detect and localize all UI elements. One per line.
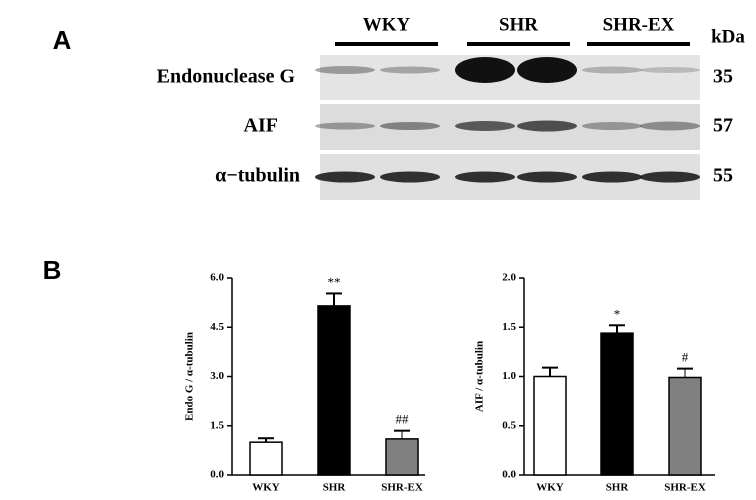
band bbox=[455, 171, 515, 183]
x-tick-label: SHR bbox=[606, 482, 630, 494]
band bbox=[517, 57, 577, 83]
x-tick-label: SHR bbox=[323, 482, 347, 494]
bar bbox=[600, 332, 634, 476]
bar bbox=[668, 376, 702, 476]
y-axis-label: Endo G / α-tubulin bbox=[184, 332, 196, 421]
blot-image bbox=[315, 55, 700, 200]
band bbox=[455, 121, 515, 131]
band bbox=[380, 122, 440, 130]
band bbox=[582, 66, 642, 74]
significance-label: # bbox=[682, 350, 689, 365]
bar bbox=[533, 375, 567, 476]
panel-label: A bbox=[53, 25, 72, 55]
bar bbox=[317, 305, 351, 476]
band bbox=[640, 67, 700, 73]
band bbox=[582, 122, 642, 130]
x-tick-label: WKY bbox=[536, 482, 564, 494]
y-axis-label: AIF / α-tubulin bbox=[474, 341, 486, 412]
unit-label: kDa bbox=[711, 26, 745, 47]
y-tick-label: 1.0 bbox=[502, 370, 516, 382]
x-tick-label: SHR-EX bbox=[664, 482, 706, 494]
significance-label: ** bbox=[328, 274, 341, 289]
y-tick-label: 1.5 bbox=[502, 321, 516, 333]
band bbox=[380, 171, 440, 183]
band bbox=[315, 66, 375, 74]
y-tick-label: 0.0 bbox=[502, 469, 516, 481]
band bbox=[455, 57, 515, 83]
y-tick-label: 0.5 bbox=[502, 419, 516, 431]
band bbox=[380, 66, 440, 74]
group-bar bbox=[587, 42, 690, 46]
kda-label: 57 bbox=[713, 115, 733, 137]
y-tick-label: 3.0 bbox=[210, 370, 224, 382]
group-label: WKY bbox=[363, 14, 411, 35]
group-bar bbox=[467, 42, 570, 46]
y-tick-label: 2.0 bbox=[502, 272, 516, 284]
y-tick-label: 4.5 bbox=[210, 321, 224, 333]
group-label: SHR bbox=[499, 14, 538, 35]
y-tick-label: 6.0 bbox=[210, 272, 224, 284]
y-tick-label: 0.0 bbox=[210, 469, 224, 481]
panel-label: B bbox=[43, 255, 62, 285]
group-label: SHR-EX bbox=[603, 14, 675, 35]
band bbox=[640, 121, 700, 131]
band bbox=[640, 171, 700, 183]
band bbox=[315, 171, 375, 183]
band bbox=[315, 122, 375, 130]
kda-label: 35 bbox=[713, 66, 733, 88]
kda-label: 55 bbox=[713, 165, 733, 187]
x-tick-label: WKY bbox=[252, 482, 280, 494]
x-tick-label: SHR-EX bbox=[381, 482, 423, 494]
row-label: AIF bbox=[244, 115, 278, 137]
significance-label: * bbox=[614, 306, 621, 321]
blot-strip bbox=[320, 55, 700, 100]
group-bar bbox=[335, 42, 438, 46]
bar bbox=[385, 438, 419, 476]
row-label: Endonuclease G bbox=[157, 66, 296, 88]
band bbox=[517, 171, 577, 183]
y-tick-label: 1.5 bbox=[210, 419, 224, 431]
band bbox=[517, 120, 577, 132]
row-label: α−tubulin bbox=[215, 165, 300, 187]
significance-label: ## bbox=[396, 412, 410, 427]
band bbox=[582, 171, 642, 183]
bar bbox=[249, 441, 283, 476]
